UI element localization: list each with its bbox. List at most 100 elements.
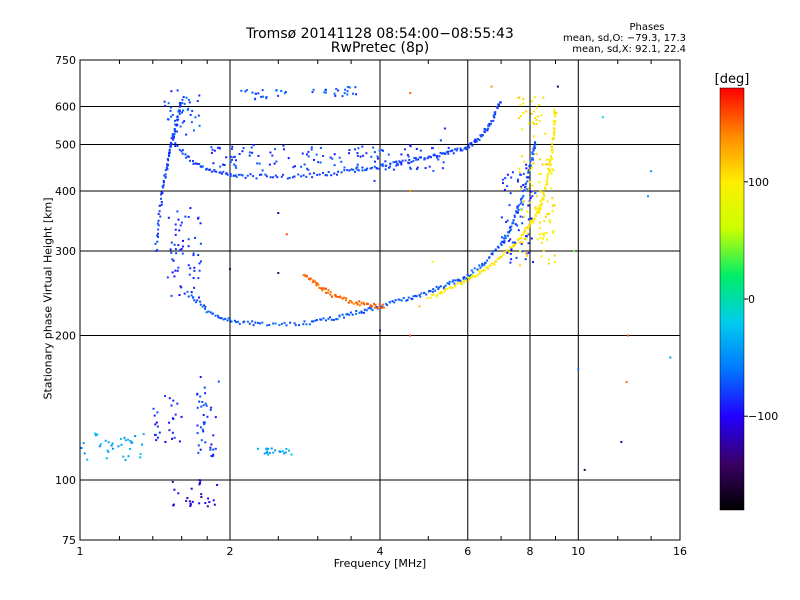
- data-point: [523, 237, 526, 240]
- data-point: [535, 122, 538, 125]
- data-point: [389, 162, 392, 165]
- data-point: [346, 90, 349, 93]
- data-point: [517, 211, 519, 214]
- phase-stats-o-mode: mean, sd,O: −79.3, 17.3: [563, 33, 686, 44]
- data-point: [280, 90, 283, 92]
- data-point: [315, 153, 318, 156]
- data-point: [347, 301, 350, 304]
- data-point: [173, 128, 176, 131]
- data-point: [271, 154, 274, 157]
- data-point: [527, 242, 530, 245]
- data-point: [198, 124, 201, 127]
- data-point: [167, 159, 170, 162]
- data-point: [469, 277, 471, 280]
- data-point: [270, 447, 273, 450]
- data-point: [539, 190, 542, 193]
- y-tick-label: 200: [55, 330, 76, 343]
- data-point: [444, 288, 447, 291]
- data-point: [289, 321, 292, 324]
- data-point: [508, 229, 511, 232]
- data-point: [356, 303, 359, 306]
- data-point: [173, 436, 176, 439]
- data-point: [409, 334, 412, 337]
- data-point: [531, 184, 534, 187]
- data-point: [625, 381, 628, 384]
- data-point: [185, 96, 188, 99]
- data-point: [519, 215, 522, 218]
- data-point: [312, 279, 315, 282]
- data-point: [348, 149, 351, 151]
- data-point: [407, 296, 410, 299]
- data-point: [212, 453, 215, 456]
- data-point: [210, 146, 213, 149]
- data-point: [539, 200, 542, 203]
- data-point: [283, 321, 286, 324]
- data-point: [176, 402, 179, 405]
- data-point: [257, 154, 260, 157]
- data-point: [203, 423, 206, 426]
- data-point: [377, 157, 379, 160]
- data-point: [554, 115, 557, 118]
- data-point: [107, 441, 110, 444]
- data-point: [543, 232, 546, 235]
- data-point: [276, 176, 279, 179]
- data-point: [120, 443, 123, 446]
- data-point: [530, 217, 533, 220]
- data-point: [178, 440, 181, 443]
- data-point: [207, 168, 210, 171]
- data-point: [344, 299, 347, 302]
- data-point: [534, 213, 537, 216]
- data-point: [538, 181, 541, 184]
- data-point: [214, 447, 217, 450]
- data-point: [509, 246, 512, 249]
- data-point: [528, 226, 531, 229]
- data-point: [417, 158, 420, 161]
- data-point: [169, 106, 172, 109]
- data-point: [506, 173, 509, 176]
- data-point: [669, 356, 672, 359]
- data-point: [187, 264, 190, 267]
- data-point: [552, 230, 555, 233]
- data-point: [532, 219, 535, 222]
- data-point: [320, 287, 323, 290]
- data-point: [189, 207, 192, 210]
- data-point: [541, 163, 544, 166]
- data-point: [373, 179, 376, 182]
- data-point: [456, 147, 459, 150]
- data-point: [158, 431, 161, 434]
- data-point: [193, 286, 195, 289]
- data-point: [356, 166, 359, 169]
- data-point: [522, 231, 525, 234]
- data-point: [303, 163, 306, 166]
- data-point: [409, 190, 412, 192]
- data-point: [229, 175, 232, 178]
- data-point: [400, 299, 403, 302]
- data-point: [155, 250, 158, 252]
- data-point: [333, 153, 336, 156]
- data-point: [160, 197, 162, 200]
- data-point: [428, 165, 431, 168]
- data-point: [429, 290, 432, 293]
- data-point: [320, 318, 323, 321]
- data-point: [538, 104, 541, 106]
- x-tick-label: 16: [673, 545, 687, 558]
- data-point: [343, 316, 345, 319]
- data-point: [204, 402, 207, 405]
- data-point: [525, 176, 528, 179]
- data-point: [506, 185, 509, 188]
- data-point: [480, 135, 483, 138]
- data-point: [473, 275, 476, 278]
- data-point: [197, 451, 200, 454]
- data-point: [433, 154, 436, 157]
- data-point: [197, 277, 200, 280]
- data-point: [157, 228, 160, 231]
- data-point: [520, 234, 523, 237]
- data-point: [522, 112, 525, 114]
- data-point: [177, 492, 180, 495]
- data-point: [173, 488, 176, 491]
- data-point: [490, 85, 493, 88]
- data-point: [169, 109, 172, 112]
- data-point: [188, 273, 191, 276]
- data-point: [358, 300, 361, 303]
- data-point: [179, 103, 182, 106]
